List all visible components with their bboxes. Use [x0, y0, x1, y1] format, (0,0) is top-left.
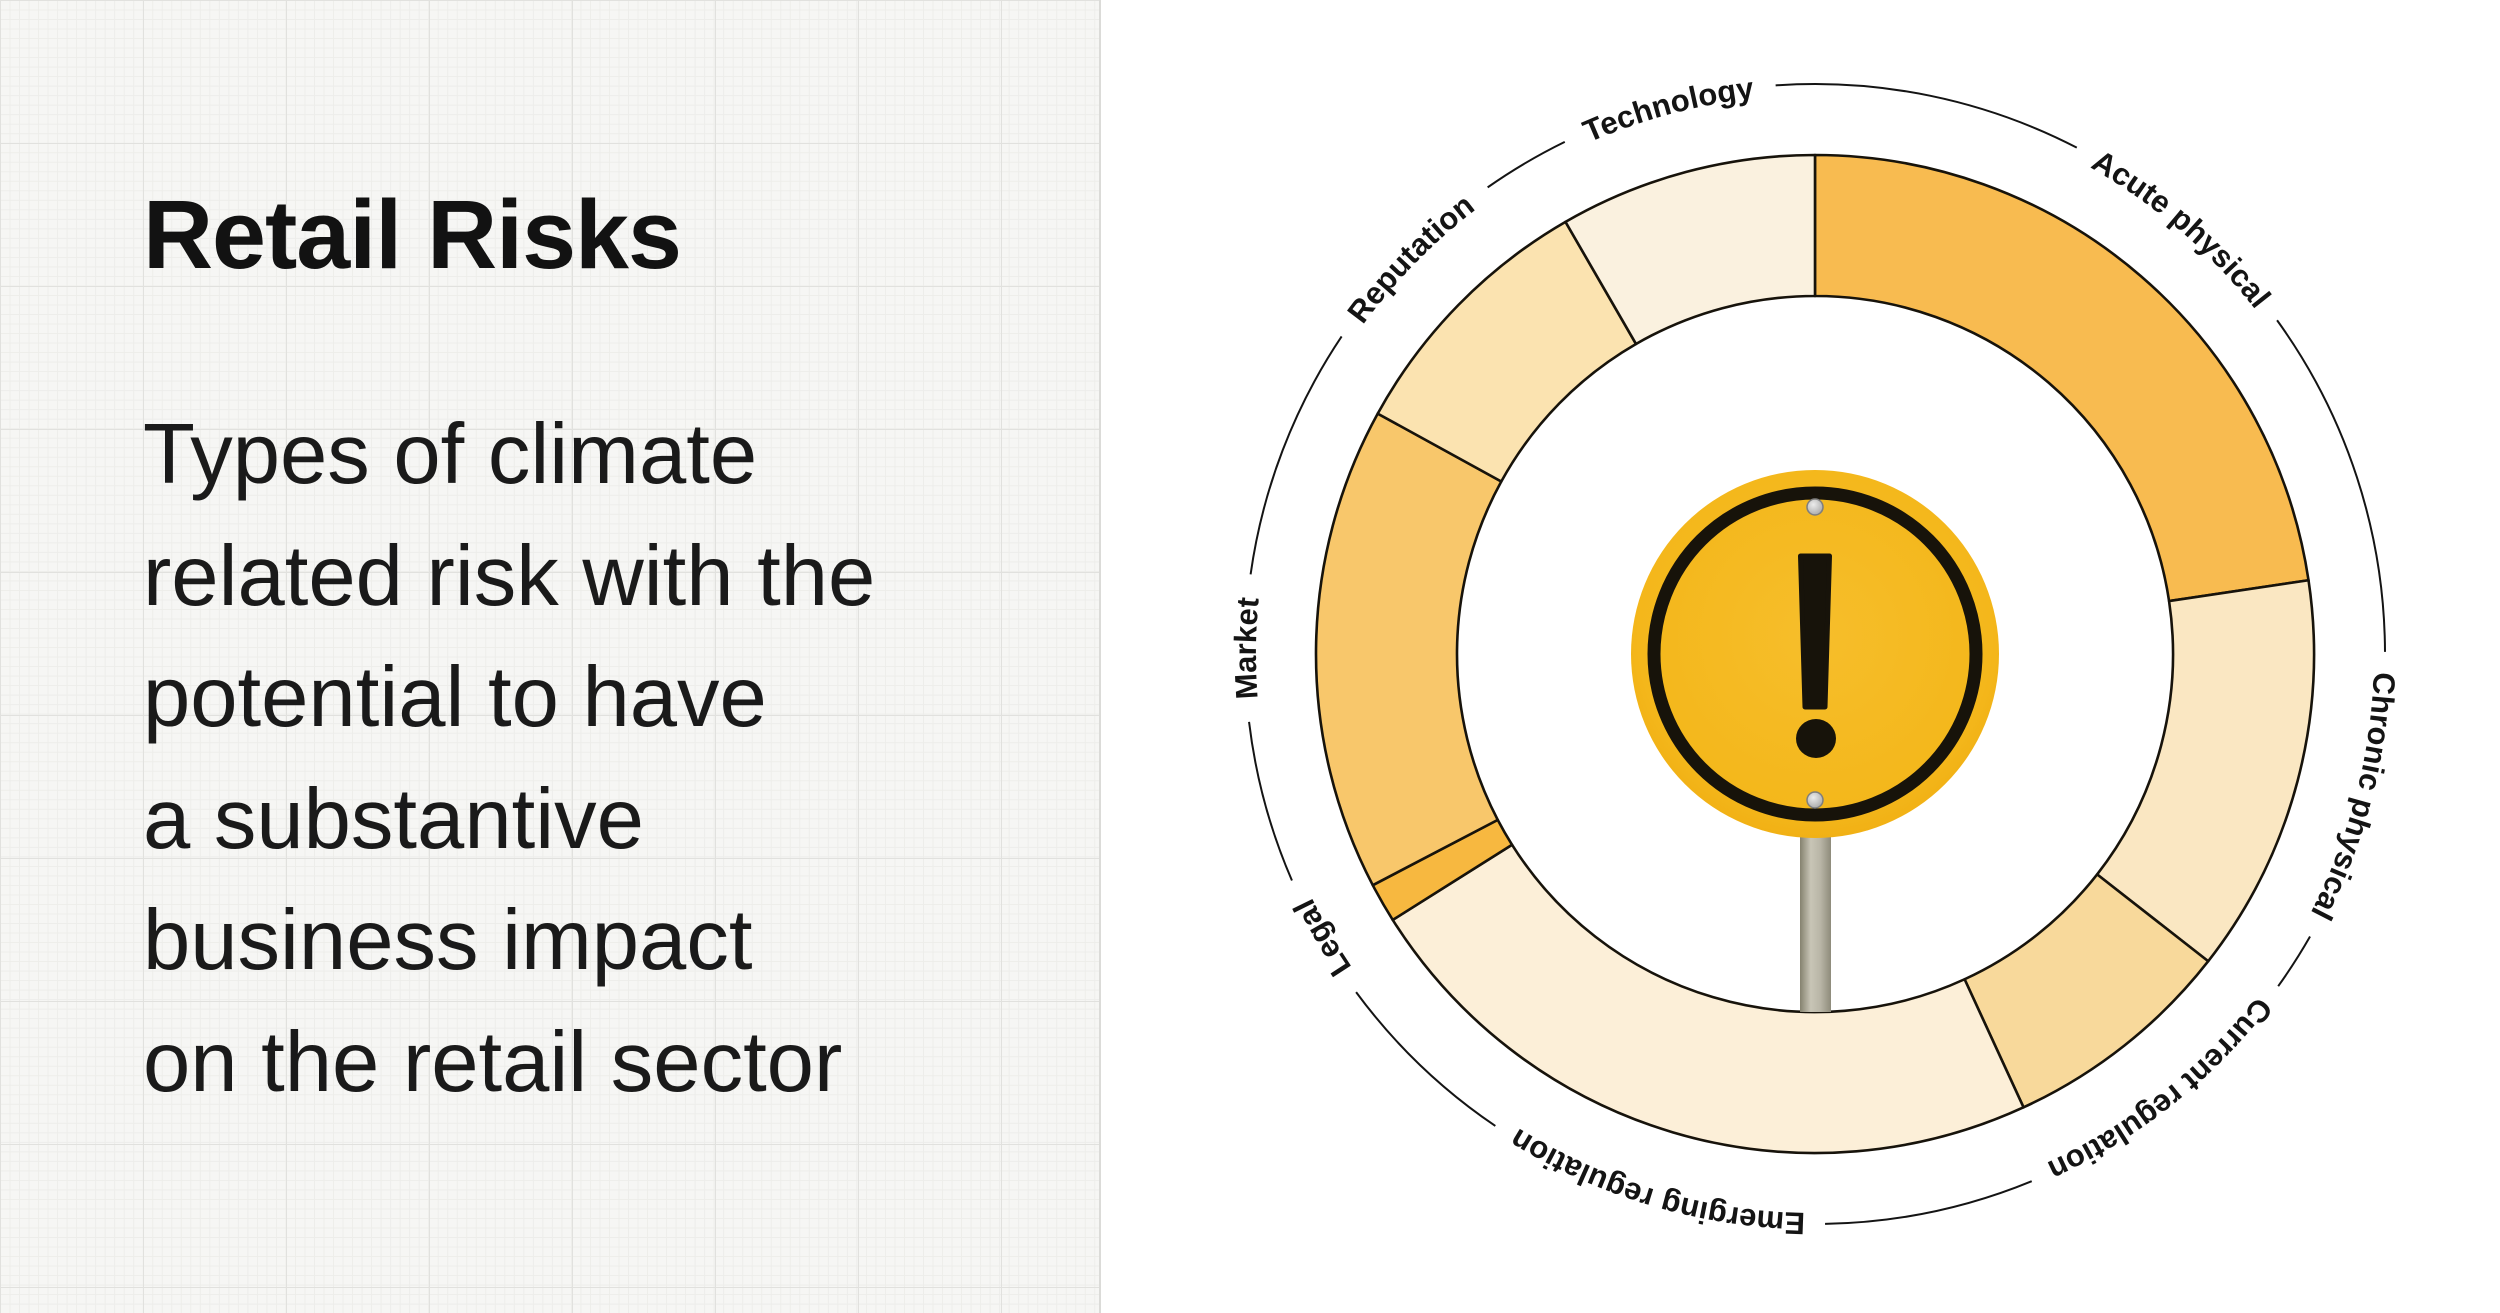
label-arc — [2277, 936, 2311, 987]
label-arcs — [1248, 82, 2386, 1225]
description-line: a substantive — [143, 771, 644, 867]
description-line: Types of climate — [143, 407, 758, 502]
segment-label: Market — [1227, 595, 1265, 700]
donut-segment — [1564, 153, 1817, 346]
label-arc — [1248, 721, 1293, 881]
sign-inner-ring — [1647, 486, 1983, 822]
description-line: related risk with the — [143, 528, 876, 624]
donut-segment — [1314, 412, 1503, 887]
risk-donut-chart: Acute physical Chronic physical Current re… — [1103, 0, 2500, 1313]
rivet-top-icon — [1806, 498, 1824, 516]
warning-sign-icon — [1631, 470, 1999, 1012]
description-line: on the retail sector — [143, 1014, 843, 1110]
rivet-bottom-icon — [1806, 791, 1824, 809]
description-line: business impact — [143, 893, 753, 989]
donut-segment — [1391, 843, 2025, 1155]
label-arc — [1487, 140, 1566, 189]
segment-label: Chronic physical — [2304, 672, 2402, 927]
label-arc — [2276, 319, 2386, 652]
description-line: potential to have — [143, 650, 767, 746]
label-arc — [1249, 335, 1343, 575]
segment-label: Technology — [1578, 70, 1756, 149]
page-title: Retail Risks — [143, 180, 682, 289]
segment-label: Legal — [1286, 894, 1358, 983]
page-description: Types of climate related risk with the p… — [143, 394, 875, 1123]
label-arc — [1355, 991, 1496, 1127]
exclamation-dot — [1796, 719, 1836, 758]
donut-segments — [1314, 153, 2316, 1155]
label-arc — [1775, 82, 2078, 149]
sign-pole — [1800, 830, 1831, 1012]
left-panel: Retail Risks Types of climate related ri… — [0, 0, 1101, 1313]
exclamation-bar — [1798, 553, 1832, 710]
donut-segment — [1813, 153, 2310, 603]
label-arc — [1825, 1180, 2033, 1225]
